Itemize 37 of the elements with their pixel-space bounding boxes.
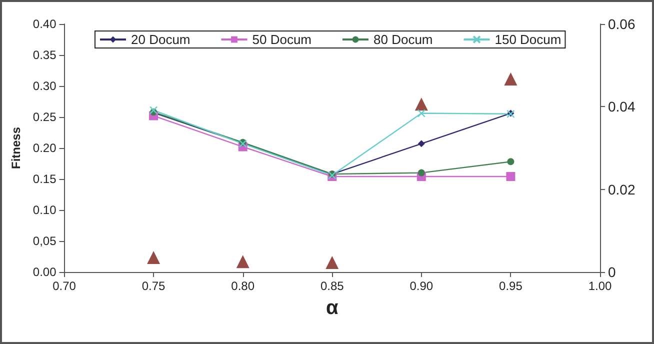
point	[504, 72, 518, 86]
x-tick-label: 0.90	[410, 279, 434, 293]
y-tick-label: 0,05	[32, 234, 57, 248]
x-tick-label: 1.00	[588, 279, 612, 293]
y2-tick-label: 0.06	[608, 16, 636, 32]
y-tick-label: 0.20	[32, 141, 57, 155]
legend-label: 20 Docum	[131, 32, 190, 47]
x-tick-label: 0.85	[320, 279, 344, 293]
legend-label: 80 Docum	[374, 32, 433, 47]
y-tick-label: 0.10	[32, 203, 57, 217]
x-tick-label: 0.70	[52, 279, 76, 293]
x-tick-label: 0.75	[142, 279, 166, 293]
legend-label: 50 Docum	[252, 32, 312, 47]
point	[418, 140, 425, 148]
y2-tick-label: 0	[608, 264, 616, 280]
point	[417, 109, 426, 118]
point	[326, 256, 339, 269]
point	[236, 255, 250, 268]
legend-label: 150 Docum	[494, 32, 562, 47]
point	[506, 172, 516, 182]
y-tick-label: 0.15	[32, 172, 57, 186]
y-tick-label: 0.25	[32, 110, 57, 124]
point	[507, 158, 514, 166]
y-axis-title: Fitness	[9, 126, 23, 170]
x-tick-label: 0.80	[231, 279, 255, 293]
x-tick-label: 0.95	[499, 279, 523, 293]
y-tick-label: 0.30	[32, 79, 57, 93]
point	[149, 106, 158, 114]
point	[414, 98, 428, 111]
y2-tick-label: 0.02	[608, 181, 636, 198]
y2-tick-label: 0.04	[608, 98, 636, 115]
point	[147, 251, 160, 264]
y-tick-label: 0.35	[32, 48, 57, 62]
y-tick-label: 0.40	[32, 17, 57, 31]
x-axis-title: α	[326, 297, 339, 319]
point	[418, 169, 425, 176]
y-tick-label: 0.00	[32, 265, 57, 279]
